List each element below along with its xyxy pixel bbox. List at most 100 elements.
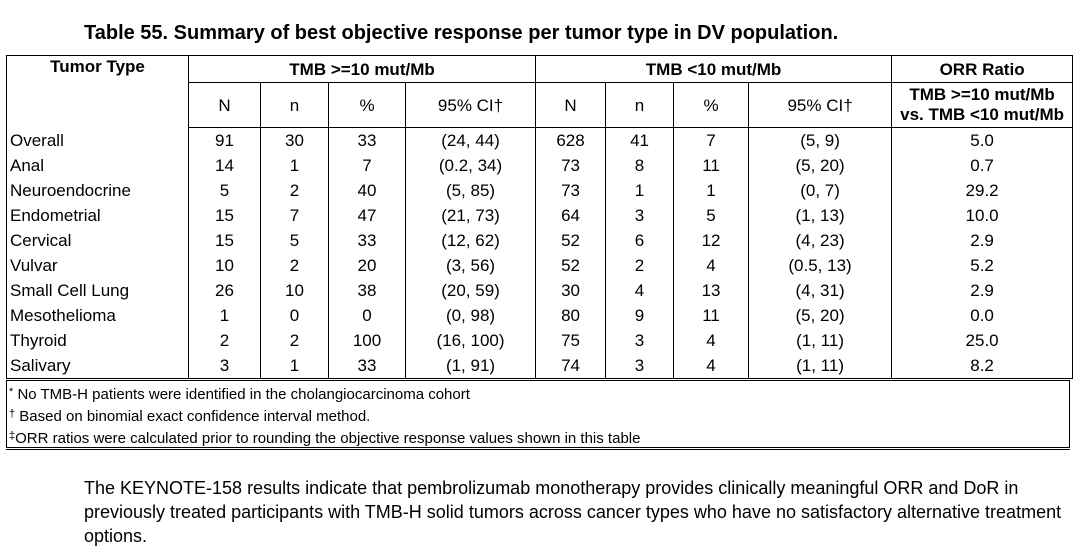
cell-hN: 5 xyxy=(188,178,261,203)
cell-type: Endometrial xyxy=(6,203,189,228)
cell-lci: (4, 23) xyxy=(748,228,893,253)
footnote: * No TMB-H patients were identified in t… xyxy=(7,381,1069,403)
cell-hn: 10 xyxy=(260,278,329,303)
cell-hn: 5 xyxy=(260,228,329,253)
cell-ln: 3 xyxy=(605,203,675,228)
cell-type: Small Cell Lung xyxy=(6,278,189,303)
cell-hN: 14 xyxy=(188,153,261,178)
cell-hp: 33 xyxy=(328,353,406,379)
cell-hN: 3 xyxy=(188,353,261,379)
cell-ratio: 0.7 xyxy=(891,153,1074,178)
cell-type: Vulvar xyxy=(6,253,189,278)
cell-ratio: 2.9 xyxy=(891,228,1074,253)
footnote: † Based on binomial exact confidence int… xyxy=(7,403,1069,425)
cell-lN: 30 xyxy=(535,278,607,303)
cell-hN: 15 xyxy=(188,203,261,228)
cell-ratio: 10.0 xyxy=(891,203,1074,228)
cell-ln: 3 xyxy=(605,328,675,353)
cell-hci: (1, 91) xyxy=(404,353,537,379)
cell-lci: (4, 31) xyxy=(748,278,893,303)
cell-hN: 26 xyxy=(188,278,261,303)
cell-lp: 11 xyxy=(673,153,750,178)
cell-lp: 11 xyxy=(673,303,750,328)
cell-hci: (20, 59) xyxy=(404,278,537,303)
cell-hN: 91 xyxy=(188,127,261,153)
cell-lN: 80 xyxy=(535,303,607,328)
header-high-n: n xyxy=(260,82,329,128)
cell-ratio: 8.2 xyxy=(891,353,1074,379)
cell-hp: 7 xyxy=(328,153,406,178)
table-row: Anal 14 1 7 (0.2, 34) 73 8 11 (5, 20) 0.7 xyxy=(6,153,1074,178)
cell-type: Mesothelioma xyxy=(6,303,189,328)
cell-ln: 41 xyxy=(605,127,675,153)
cell-lp: 7 xyxy=(673,127,750,153)
cell-hp: 33 xyxy=(328,127,406,153)
cell-lci: (5, 20) xyxy=(748,153,893,178)
header-orr-sub2: vs. TMB <10 mut/Mb xyxy=(900,105,1065,124)
cell-ratio: 29.2 xyxy=(891,178,1074,203)
cell-ln: 9 xyxy=(605,303,675,328)
header-low-n: n xyxy=(605,82,675,128)
cell-hN: 2 xyxy=(188,328,261,353)
cell-hn: 30 xyxy=(260,127,329,153)
cell-lp: 4 xyxy=(673,253,750,278)
cell-ln: 6 xyxy=(605,228,675,253)
body-paragraph: The KEYNOTE-158 results indicate that pe… xyxy=(84,478,1062,546)
cell-hp: 33 xyxy=(328,228,406,253)
cell-lN: 74 xyxy=(535,353,607,379)
cell-hp: 100 xyxy=(328,328,406,353)
cell-hp: 20 xyxy=(328,253,406,278)
cell-hn: 0 xyxy=(260,303,329,328)
cell-type: Cervical xyxy=(6,228,189,253)
table-row: Vulvar 10 2 20 (3, 56) 52 2 4 (0.5, 13) 5.2 xyxy=(6,253,1074,278)
header-tmb-low: TMB <10 mut/Mb xyxy=(535,55,893,83)
header-tumor-type: Tumor Type xyxy=(6,55,189,128)
cell-hn: 2 xyxy=(260,178,329,203)
cell-hci: (21, 73) xyxy=(404,203,537,228)
table-body: Overall 91 30 33 (24, 44) 628 41 7 (5, 9) 5.0 Anal… xyxy=(6,127,1074,379)
cell-hci: (0.2, 34) xyxy=(404,153,537,178)
cell-hN: 10 xyxy=(188,253,261,278)
header-low-N: N xyxy=(535,82,607,128)
header-high-ci: 95% CI† xyxy=(404,82,537,128)
cell-ln: 1 xyxy=(605,178,675,203)
table-row: Endometrial 15 7 47 (21, 73) 64 3 5 (1, 13) 10.0 xyxy=(6,203,1074,228)
cell-hn: 1 xyxy=(260,153,329,178)
cell-hN: 15 xyxy=(188,228,261,253)
cell-lp: 1 xyxy=(673,178,750,203)
cell-lN: 73 xyxy=(535,178,607,203)
cell-ln: 2 xyxy=(605,253,675,278)
footnote-mark: † xyxy=(9,408,16,420)
cell-hp: 0 xyxy=(328,303,406,328)
header-orr-sub1: TMB >=10 mut/Mb xyxy=(909,85,1055,104)
cell-lp: 5 xyxy=(673,203,750,228)
table-caption: Table 55. Summary of best objective resp… xyxy=(84,22,839,44)
cell-type: Overall xyxy=(6,127,189,153)
footnote-mark: * xyxy=(9,386,14,398)
footnote-mark: ‡ xyxy=(9,430,16,442)
cell-lp: 4 xyxy=(673,353,750,379)
cell-ln: 3 xyxy=(605,353,675,379)
cell-hp: 40 xyxy=(328,178,406,203)
cell-hn: 2 xyxy=(260,328,329,353)
cell-ln: 8 xyxy=(605,153,675,178)
header-tmb-high: TMB >=10 mut/Mb xyxy=(187,55,537,83)
cell-lN: 64 xyxy=(535,203,607,228)
table-row: Overall 91 30 33 (24, 44) 628 41 7 (5, 9) 5.0 xyxy=(6,127,1074,153)
cell-lci: (0, 7) xyxy=(748,178,893,203)
footnote: ‡ORR ratios were calculated prior to rou… xyxy=(7,425,1069,447)
cell-hn: 7 xyxy=(260,203,329,228)
response-table: Tumor Type TMB >=10 mut/Mb TMB <10 mut/M… xyxy=(6,55,1074,379)
cell-hp: 38 xyxy=(328,278,406,303)
cell-lci: (1, 11) xyxy=(748,353,893,379)
cell-hN: 1 xyxy=(188,303,261,328)
cell-hci: (5, 85) xyxy=(404,178,537,203)
cell-lci: (5, 9) xyxy=(748,127,893,153)
cell-lci: (0.5, 13) xyxy=(748,253,893,278)
cell-lci: (1, 11) xyxy=(748,328,893,353)
cell-hp: 47 xyxy=(328,203,406,228)
cell-lci: (5, 20) xyxy=(748,303,893,328)
table-row: Neuroendocrine 5 2 40 (5, 85) 73 1 1 (0, 7) 29.2 xyxy=(6,178,1074,203)
cell-hci: (0, 98) xyxy=(404,303,537,328)
table-row: Salivary 3 1 33 (1, 91) 74 3 4 (1, 11) 8.2 xyxy=(6,353,1074,379)
